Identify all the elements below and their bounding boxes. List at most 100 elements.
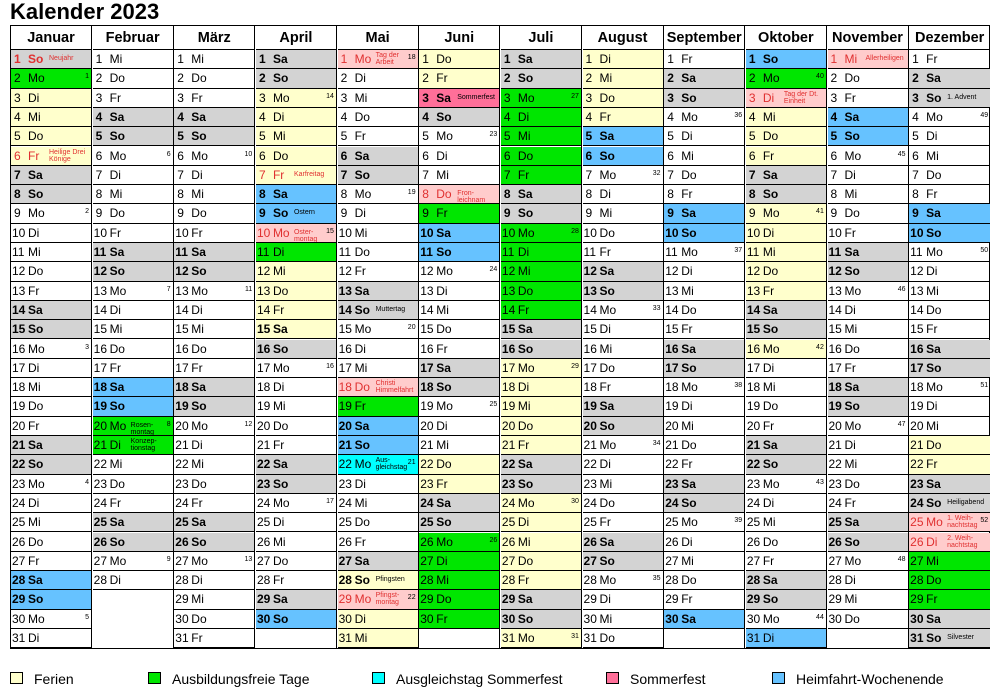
day-cell[interactable]: 26 Sa <box>582 532 663 552</box>
day-cell[interactable]: 5 So <box>827 127 908 147</box>
day-cell[interactable]: 26 So <box>174 532 255 552</box>
day-cell[interactable]: 18 Sa <box>174 378 255 398</box>
day-cell[interactable]: 31 Di <box>745 629 826 649</box>
day-cell[interactable]: 29 Sa <box>500 590 581 610</box>
day-cell[interactable]: 18 Mi <box>745 378 826 398</box>
day-cell[interactable]: 21 Sa <box>11 436 91 456</box>
day-cell[interactable]: 1 Di <box>582 50 663 70</box>
day-cell[interactable]: 20 Fr <box>745 417 826 436</box>
day-cell[interactable]: 10 Fr <box>174 224 255 243</box>
day-cell[interactable]: 7 Sa <box>11 165 91 186</box>
day-cell[interactable]: 24 Mo 30 <box>500 493 581 514</box>
day-cell[interactable]: 16 Mi <box>582 340 663 359</box>
day-cell[interactable]: 4 Sa <box>174 107 255 128</box>
day-cell[interactable]: 4 Mo 36 <box>664 108 745 128</box>
day-cell[interactable]: 11 Di <box>500 243 581 263</box>
day-cell[interactable]: 20 Mo 47 <box>827 417 908 436</box>
day-cell[interactable]: 15 Di <box>582 320 663 340</box>
day-cell[interactable]: 28 So Pfingsten <box>337 571 418 591</box>
day-cell[interactable]: 1 Mi <box>174 50 255 70</box>
day-cell[interactable]: 11 Mi <box>745 243 826 263</box>
day-cell[interactable]: 13 Mo 46 <box>827 282 908 301</box>
day-cell[interactable]: 26 Di 2. Weih-nachtstag <box>909 532 991 552</box>
day-cell[interactable]: 28 Do <box>909 571 991 591</box>
day-cell[interactable]: 17 Do <box>582 359 663 379</box>
day-cell[interactable]: 13 Mo 7 <box>92 282 173 301</box>
day-cell[interactable]: 7 Di <box>92 166 173 186</box>
day-cell[interactable]: 26 Mi <box>255 533 336 552</box>
day-cell[interactable]: 22 So <box>745 455 826 475</box>
day-cell[interactable]: 11 Mi <box>11 243 91 263</box>
day-cell[interactable]: 21 Di <box>174 436 255 456</box>
day-cell[interactable]: 18 Do Christi Himmelfahrt <box>337 378 418 398</box>
day-cell[interactable]: 16 Sa <box>909 339 991 359</box>
day-cell[interactable]: 28 Sa <box>11 571 91 591</box>
day-cell[interactable]: 16 Di <box>337 340 418 359</box>
day-cell[interactable]: 22 Sa <box>500 455 581 475</box>
day-cell[interactable]: 14 Mo 33 <box>582 301 663 321</box>
day-cell[interactable]: 28 Mi <box>419 571 500 591</box>
day-cell[interactable]: 21 Mo 34 <box>582 436 663 456</box>
day-cell[interactable]: 17 Mo 16 <box>255 359 336 379</box>
day-cell[interactable]: 23 So <box>255 474 336 494</box>
day-cell[interactable]: 20 So <box>582 416 663 436</box>
day-cell[interactable]: 23 Sa <box>909 474 991 494</box>
day-cell[interactable]: 8 Sa <box>500 185 581 205</box>
day-cell[interactable]: 11 Mo 50 <box>909 243 991 263</box>
day-cell[interactable]: 22 Sa <box>255 455 336 475</box>
day-cell[interactable]: 27 Fr <box>11 552 91 572</box>
day-cell[interactable]: 6 Mi <box>664 147 745 166</box>
day-cell[interactable]: 11 Mo 37 <box>664 243 745 263</box>
day-cell[interactable]: 3 So <box>664 88 745 108</box>
day-cell[interactable]: 27 Do <box>255 552 336 572</box>
day-cell[interactable]: 23 Di <box>337 475 418 494</box>
day-cell[interactable]: 13 Di <box>419 282 500 301</box>
day-cell[interactable]: 9 Fr <box>419 204 500 224</box>
day-cell[interactable]: 10 Di <box>11 224 91 243</box>
day-cell[interactable]: 25 Di <box>500 513 581 533</box>
day-cell[interactable]: 8 Fr <box>909 185 991 205</box>
day-cell[interactable]: 28 Di <box>174 571 255 591</box>
day-cell[interactable]: 8 Di <box>582 185 663 205</box>
day-cell[interactable]: 15 Mo 20 <box>337 320 418 340</box>
day-cell[interactable]: 15 Fr <box>909 320 991 340</box>
day-cell[interactable]: 22 Fr <box>909 455 991 475</box>
day-cell[interactable]: 5 So <box>174 127 255 147</box>
day-cell[interactable]: 30 Sa <box>909 609 991 629</box>
day-cell[interactable]: 4 Sa <box>92 107 173 128</box>
day-cell[interactable]: 6 Fr <box>745 146 826 166</box>
day-cell[interactable]: 22 So <box>11 455 91 475</box>
day-cell[interactable]: 22 Mo Aus-gleichstag 21 <box>337 455 418 475</box>
day-cell[interactable]: 21 Mi <box>419 436 500 456</box>
day-cell[interactable]: 15 Fr <box>664 320 745 340</box>
day-cell[interactable]: 21 Do <box>664 436 745 456</box>
day-cell[interactable]: 12 Di <box>909 262 991 282</box>
day-cell[interactable]: 23 Mo 4 <box>11 475 91 494</box>
day-cell[interactable]: 19 So <box>92 397 173 417</box>
day-cell[interactable]: 18 Sa <box>827 378 908 398</box>
day-cell[interactable]: 16 So <box>255 339 336 359</box>
day-cell[interactable]: 13 Do <box>255 281 336 301</box>
day-cell[interactable]: 27 Mi <box>909 551 991 572</box>
day-cell[interactable]: 25 So <box>419 513 500 533</box>
day-cell[interactable]: 14 So Muttertag <box>337 300 418 321</box>
day-cell[interactable]: 4 Do <box>337 108 418 128</box>
day-cell[interactable]: 22 Mi <box>92 455 173 475</box>
day-cell[interactable]: 21 Di Konzep-tionstag <box>92 436 173 456</box>
day-cell[interactable]: 31 Di <box>11 629 91 649</box>
day-cell[interactable]: 28 Sa <box>745 571 826 591</box>
day-cell[interactable]: 19 Sa <box>582 397 663 417</box>
day-cell[interactable]: 31 Do <box>582 629 663 649</box>
day-cell[interactable]: 5 Do <box>745 127 826 147</box>
day-cell[interactable]: 27 Do <box>500 551 581 572</box>
day-cell[interactable]: 15 Sa <box>500 320 581 340</box>
day-cell[interactable]: 7 Fr <box>500 165 581 186</box>
day-cell[interactable]: 10 So <box>664 223 745 243</box>
day-cell[interactable]: 20 Di <box>419 417 500 436</box>
day-cell[interactable]: 12 Do <box>11 262 91 282</box>
day-cell[interactable]: 28 Di <box>92 571 173 591</box>
day-cell[interactable]: 8 So <box>745 185 826 205</box>
day-cell[interactable]: 16 Do <box>827 340 908 359</box>
day-cell[interactable]: 6 Fr Heilige Drei Könige <box>11 146 91 166</box>
day-cell[interactable]: 2 Di <box>337 69 418 89</box>
